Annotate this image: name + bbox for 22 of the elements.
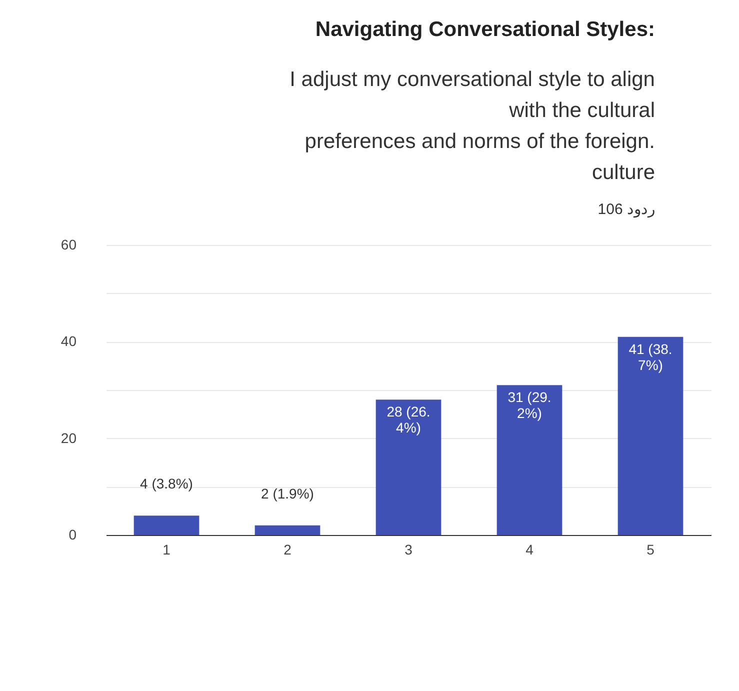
chart-title: Navigating Conversational Styles: [314, 17, 655, 42]
text: 106 ردود [596, 200, 655, 218]
x-tick-label: 4 [526, 542, 534, 558]
bar [376, 400, 442, 535]
x-tick-label: 1 [162, 542, 171, 558]
chart-subtitle: I adjust my conversational style to align with the cultural preferences and norms of the foreign. culture [288, 67, 655, 186]
x-tick-label: 5 [646, 542, 655, 558]
data-label: 2 (1.9%) [261, 485, 314, 502]
y-tick-label: 0 [68, 526, 77, 542]
x-tick-label: 2 [284, 542, 292, 558]
data-label: 4 (3.8%) [140, 476, 193, 492]
data-label: 31 (29. 2%) [508, 389, 552, 422]
bar [618, 336, 684, 535]
y-tick-label: 20 [60, 430, 77, 446]
x-tick-label: 3 [404, 542, 413, 558]
bar [254, 525, 320, 535]
y-tick-label: 40 [60, 333, 77, 350]
y-tick-label: 60 [60, 236, 77, 252]
data-label: 28 (26. 4%) [386, 404, 430, 436]
data-label: 41 (38. 7%) [628, 340, 672, 373]
bar [134, 516, 200, 535]
bar [496, 385, 562, 535]
